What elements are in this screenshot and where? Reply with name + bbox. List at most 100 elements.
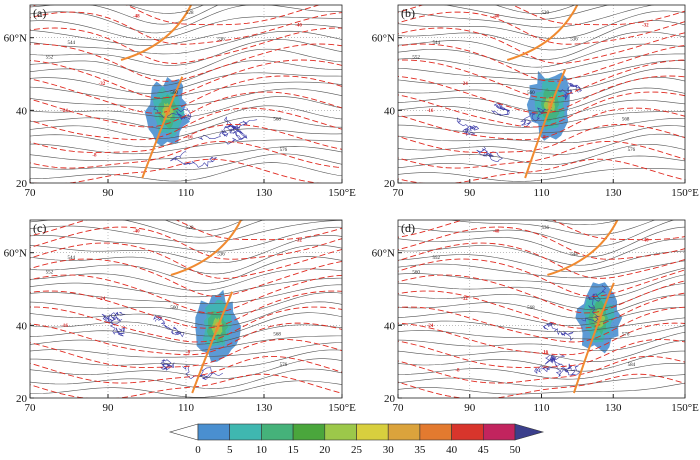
- panel-frame: [29, 4, 343, 184]
- contour-label: -8: [455, 368, 460, 373]
- height-contour: [30, 349, 342, 368]
- height-contour: [539, 220, 621, 226]
- contour-label: -16: [427, 109, 434, 114]
- contour-label: 560: [170, 91, 178, 96]
- temp-contour: [30, 140, 342, 169]
- colorbar-over: [514, 423, 545, 441]
- height-contour: [398, 20, 685, 51]
- temp-contour: [398, 242, 685, 279]
- map-panel: 528 536 544 552 560 568 576 -48 -40 -32 -24 -16 -8: [30, 5, 342, 183]
- colorbar-tick-label: 5: [227, 444, 233, 456]
- height-contour: [398, 133, 685, 155]
- contour-label: -24: [461, 82, 468, 87]
- height-contour: [30, 60, 342, 87]
- y-tick-label: 60°N: [372, 33, 395, 45]
- x-tick-label: 110: [178, 402, 195, 414]
- contour-label: -16: [186, 136, 193, 141]
- contour-label: 552: [432, 256, 440, 261]
- contour-label: 560: [412, 270, 420, 275]
- panel-label: (d): [401, 221, 415, 235]
- y-tick-label: 40: [384, 105, 396, 117]
- contour-label: 536: [217, 253, 225, 258]
- contour-label: -40: [493, 14, 500, 19]
- contour-label: 576: [280, 148, 288, 153]
- y-tick-label: 40: [16, 105, 28, 117]
- height-contour: [30, 256, 342, 284]
- height-contour: [398, 317, 685, 333]
- temp-contour: [398, 290, 685, 329]
- height-contour: [398, 155, 685, 174]
- x-tick-label: 90: [464, 187, 476, 199]
- temp-contour: [30, 5, 321, 26]
- x-tick-label: 150°E: [328, 187, 356, 199]
- y-tick-label: 20: [16, 178, 28, 190]
- contour-label: 528: [186, 226, 194, 231]
- contour-label: -24: [61, 109, 68, 114]
- trough-line: [524, 69, 567, 179]
- height-contour: [30, 30, 342, 55]
- temp-contour: [398, 11, 685, 45]
- temp-contour: [398, 158, 685, 183]
- x-tick-label: 130: [605, 402, 622, 414]
- height-contour: [30, 162, 342, 182]
- height-contour: [30, 153, 342, 170]
- contour-label: 568: [527, 306, 535, 311]
- contour-label: 576: [280, 363, 288, 368]
- temp-contour: [30, 242, 342, 279]
- temp-contour: [398, 274, 685, 314]
- height-contour: [398, 144, 685, 166]
- colorbar-tick-label: 35: [414, 444, 426, 456]
- contour-label: 536: [570, 38, 578, 43]
- height-contour: [30, 96, 342, 118]
- x-tick-label: 110: [533, 402, 550, 414]
- height-contour: [30, 48, 342, 77]
- trough-line: [506, 5, 579, 61]
- contour-label: -8: [186, 351, 191, 356]
- height-contour: [398, 374, 685, 387]
- temp-contour: [30, 59, 342, 99]
- temp-contour: [30, 290, 342, 329]
- border: [557, 82, 582, 101]
- temp-contour: [398, 220, 685, 241]
- colorbar-swatch: [261, 423, 294, 441]
- x-tick-label: 70: [25, 187, 37, 199]
- colorbar-tick-label: 15: [288, 444, 300, 456]
- y-tick-label: 20: [16, 393, 28, 405]
- height-contour: [398, 294, 685, 319]
- y-tick-label: 40: [384, 320, 396, 332]
- colorbar-swatch: [356, 423, 389, 441]
- colorbar-tick-label: 50: [510, 444, 522, 456]
- temp-contour: [30, 43, 342, 82]
- x-tick-label: 130: [605, 187, 622, 199]
- border: [552, 353, 581, 376]
- contour-label: -40: [133, 229, 140, 234]
- colorbar-tick-label: 0: [195, 444, 201, 456]
- contour-label: 544: [67, 256, 75, 261]
- height-contour: [398, 267, 685, 288]
- trough-line: [120, 5, 192, 61]
- height-contour: [398, 363, 685, 380]
- border: [476, 146, 503, 162]
- height-contour: [30, 16, 342, 41]
- temp-contour: [398, 27, 685, 64]
- colorbar-tick-label: 10: [256, 444, 268, 456]
- x-tick-label: 70: [393, 402, 405, 414]
- colorbar-swatch: [387, 423, 421, 441]
- temp-contour: [30, 373, 342, 398]
- contour-label: 520: [542, 11, 550, 16]
- border: [198, 119, 258, 140]
- y-tick-label: 60°N: [372, 248, 395, 260]
- height-contour: [30, 277, 342, 298]
- contour-label: 568: [273, 118, 281, 123]
- panel-label: (c): [33, 221, 46, 235]
- contour-label: -16: [61, 324, 68, 329]
- contour-label: 552: [46, 55, 54, 60]
- border: [544, 354, 558, 368]
- height-contour: [398, 99, 685, 121]
- contour-label: 528: [186, 11, 194, 16]
- colorbar-under: [168, 423, 199, 441]
- height-contour: [398, 350, 685, 372]
- colorbar-swatch: [324, 423, 357, 441]
- contour-label: -40: [642, 238, 649, 243]
- height-contour: [398, 125, 685, 144]
